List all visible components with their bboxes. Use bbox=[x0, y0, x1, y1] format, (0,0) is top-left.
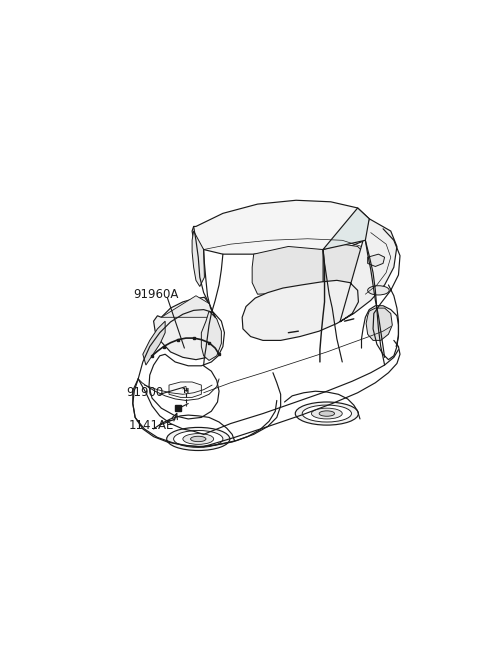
Polygon shape bbox=[154, 297, 219, 360]
Text: Ɦ: Ɦ bbox=[182, 388, 188, 394]
Polygon shape bbox=[192, 231, 204, 286]
Polygon shape bbox=[169, 382, 201, 398]
Polygon shape bbox=[143, 321, 165, 365]
Polygon shape bbox=[323, 208, 369, 250]
Polygon shape bbox=[192, 200, 373, 254]
Polygon shape bbox=[201, 311, 221, 360]
Ellipse shape bbox=[191, 436, 206, 441]
Polygon shape bbox=[242, 219, 397, 341]
Ellipse shape bbox=[368, 286, 389, 295]
Ellipse shape bbox=[174, 430, 223, 447]
Ellipse shape bbox=[183, 434, 214, 444]
Polygon shape bbox=[368, 254, 384, 267]
Ellipse shape bbox=[319, 411, 335, 416]
Text: 1141AE: 1141AE bbox=[129, 419, 174, 432]
Text: 91900: 91900 bbox=[127, 386, 164, 400]
Ellipse shape bbox=[295, 402, 359, 425]
Polygon shape bbox=[366, 308, 392, 341]
Polygon shape bbox=[161, 296, 215, 317]
Polygon shape bbox=[252, 246, 323, 294]
Ellipse shape bbox=[167, 428, 230, 451]
Ellipse shape bbox=[312, 408, 342, 419]
Text: 91960A: 91960A bbox=[133, 288, 178, 301]
Ellipse shape bbox=[302, 405, 351, 422]
Polygon shape bbox=[323, 244, 366, 288]
